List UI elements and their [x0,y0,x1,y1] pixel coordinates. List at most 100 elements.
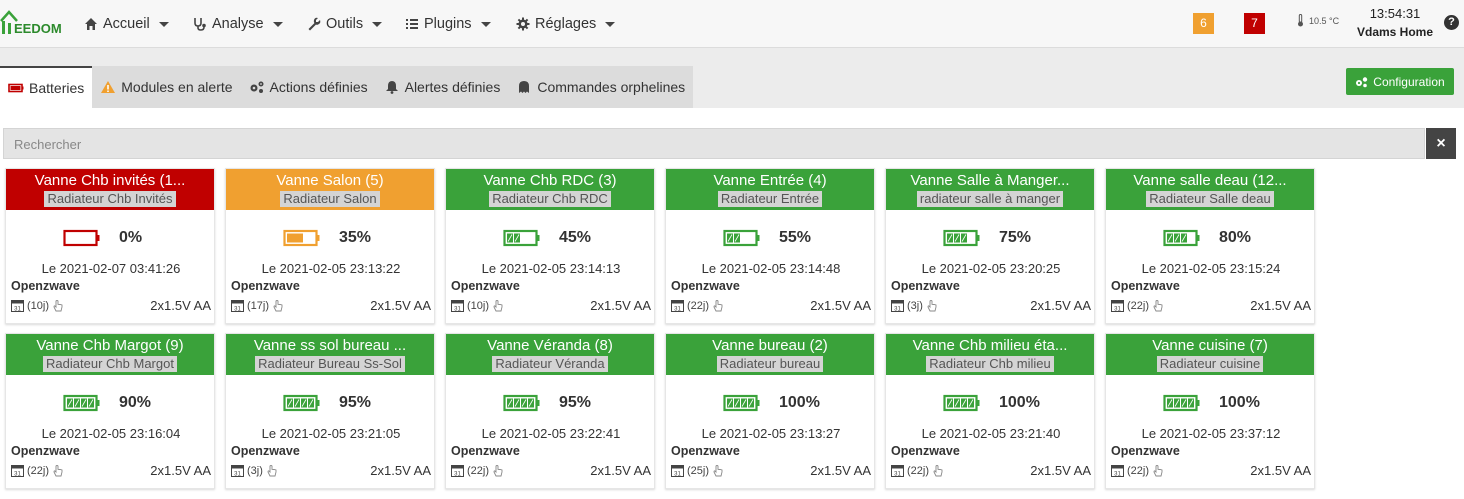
last-update-date: Le 2021-02-05 23:13:22 [261,261,401,276]
last-update-date: Le 2021-02-05 23:15:24 [1141,261,1281,276]
equipment-name: Vanne Salle à Manger... [910,172,1070,189]
battery-card[interactable]: Vanne Chb Margot (9) Radiateur Chb Margot… [5,333,215,489]
battery-card[interactable]: Vanne bureau (2) Radiateur bureau 100% Le 2… [665,333,875,489]
protocol-label: Openzwave [891,279,960,293]
battery-card[interactable]: Vanne Entrée (4) Radiateur Entrée 55% Le 20… [665,168,875,324]
equipment-object: Radiateur Véranda [492,356,608,372]
card-footer: 31 (17j) 2x1.5V AA [231,298,431,313]
battery-percent: 95% [339,394,372,411]
menu-accueil[interactable]: Accueil [84,14,169,34]
card-header[interactable]: Vanne cuisine (7) Radiateur cuisine [1106,334,1314,375]
svg-text:31: 31 [454,472,461,478]
tab-modules-alerte[interactable]: Modules en alerte [92,66,241,108]
equipment-object: Radiateur Salon [280,191,380,207]
top-navbar: EEDOM Accueil Analyse Outils Plugins Rég… [0,0,1464,48]
protocol-label: Openzwave [451,444,520,458]
last-update-date: Le 2021-02-05 23:14:48 [701,261,841,276]
card-header[interactable]: Vanne Entrée (4) Radiateur Entrée [666,169,874,210]
help-icon[interactable]: ? [1444,15,1459,30]
battery-card[interactable]: Vanne Chb RDC (3) Radiateur Chb RDC 45% Le … [445,168,655,324]
battery-card[interactable]: Vanne Chb milieu éta... Radiateur Chb mil… [885,333,1095,489]
battery-age-days: (22j) [27,464,50,477]
svg-text:31: 31 [234,307,241,313]
search-clear-button[interactable]: × [1426,128,1456,159]
chevron-down-icon [272,21,283,27]
home-name: Vdams Home [1356,25,1434,39]
card-header[interactable]: Vanne Chb Margot (9) Radiateur Chb Margot [6,334,214,375]
card-header[interactable]: Vanne salle deau (12... Radiateur Salle d… [1106,169,1314,210]
menu-plugins[interactable]: Plugins [405,14,491,34]
menu-outils-label: Outils [326,16,364,32]
battery-age-days: (3j) [907,299,923,312]
battery-age-days: (22j) [1127,464,1150,477]
battery-type: 2x1.5V AA [810,298,871,313]
battery-age-days: (22j) [467,464,490,477]
card-header[interactable]: Vanne Salle à Manger... radiateur salle à… [886,169,1094,210]
calendar-icon: 31 [451,465,464,478]
hand-pointer-icon [53,464,63,476]
battery-level-row: 95% [226,394,436,412]
jeedom-logo[interactable]: EEDOM [0,6,64,42]
battery-card[interactable]: Vanne cuisine (7) Radiateur cuisine 100% Le… [1105,333,1315,489]
card-header[interactable]: Vanne Chb milieu éta... Radiateur Chb mil… [886,334,1094,375]
battery-card[interactable]: Vanne Chb invités (1... Radiateur Chb Inv… [5,168,215,324]
battery-percent: 90% [119,394,152,411]
chevron-down-icon [372,21,383,27]
tab-actions-definies[interactable]: Actions définies [240,66,376,108]
last-update-date: Le 2021-02-05 23:16:04 [41,426,181,441]
list-icon [406,19,418,29]
battery-age-days: (17j) [247,299,270,312]
card-header[interactable]: Vanne Véranda (8) Radiateur Véranda [446,334,654,375]
tab-bar: Batteries Modules en alerte Actions défi… [0,66,694,108]
battery-level-icon [63,229,100,247]
calendar-icon: 31 [451,300,464,312]
menu-reglages[interactable]: Réglages [516,14,616,34]
menu-outils[interactable]: Outils [307,14,383,34]
tab-commandes-orphelines-label: Commandes orphelines [537,79,686,95]
hand-pointer-icon [927,299,937,311]
battery-type: 2x1.5V AA [590,298,651,313]
tab-commandes-orphelines[interactable]: Commandes orphelines [508,66,694,108]
card-header[interactable]: Vanne Chb invités (1... Radiateur Chb Inv… [6,169,214,210]
equipment-object: Radiateur Chb Margot [43,356,177,372]
warning-icon [101,81,116,93]
battery-card[interactable]: Vanne Salle à Manger... radiateur salle à… [885,168,1095,324]
warning-count-badge[interactable]: 6 [1193,13,1214,34]
card-header[interactable]: Vanne Chb RDC (3) Radiateur Chb RDC [446,169,654,210]
menu-plugins-label: Plugins [424,16,472,32]
tab-alertes-definies-label: Alertes définies [404,79,501,95]
bell-icon [385,81,398,94]
equipment-name: Vanne Chb milieu éta... [912,337,1068,354]
menu-analyse[interactable]: Analyse [193,14,283,34]
battery-percent: 100% [999,394,1040,411]
alert-count-badge[interactable]: 7 [1244,13,1265,34]
menu-accueil-label: Accueil [103,16,150,32]
calendar-icon: 31 [1111,300,1124,312]
card-header[interactable]: Vanne ss sol bureau ... Radiateur Bureau … [226,334,434,375]
battery-percent: 45% [559,229,592,246]
search-input[interactable]: Rechercher [3,128,1425,159]
battery-level-row: 75% [886,229,1096,247]
ghost-icon [519,81,530,93]
card-header[interactable]: Vanne bureau (2) Radiateur bureau [666,334,874,375]
battery-percent: 0% [119,229,143,246]
battery-type: 2x1.5V AA [150,463,211,478]
tab-alertes-definies[interactable]: Alertes définies [375,66,509,108]
card-footer: 31 (22j) 2x1.5V AA [451,463,651,478]
battery-card[interactable]: Vanne salle deau (12... Radiateur Salle d… [1105,168,1315,324]
tab-batteries[interactable]: Batteries [0,66,93,108]
card-header[interactable]: Vanne Salon (5) Radiateur Salon [226,169,434,210]
card-footer: 31 (3j) 2x1.5V AA [231,463,431,478]
battery-card[interactable]: Vanne Véranda (8) Radiateur Véranda 95% Le … [445,333,655,489]
hand-pointer-icon [1153,464,1163,476]
svg-text:31: 31 [674,307,681,313]
battery-card[interactable]: Vanne ss sol bureau ... Radiateur Bureau … [225,333,435,489]
configuration-button[interactable]: Configuration [1346,68,1454,95]
battery-percent: 55% [779,229,812,246]
battery-type: 2x1.5V AA [1250,298,1311,313]
equipment-object: Radiateur Salle deau [1146,191,1274,207]
battery-level-icon [283,229,320,247]
battery-type: 2x1.5V AA [150,298,211,313]
battery-card[interactable]: Vanne Salon (5) Radiateur Salon 35% Le 2021… [225,168,435,324]
stethoscope-icon [194,18,206,31]
